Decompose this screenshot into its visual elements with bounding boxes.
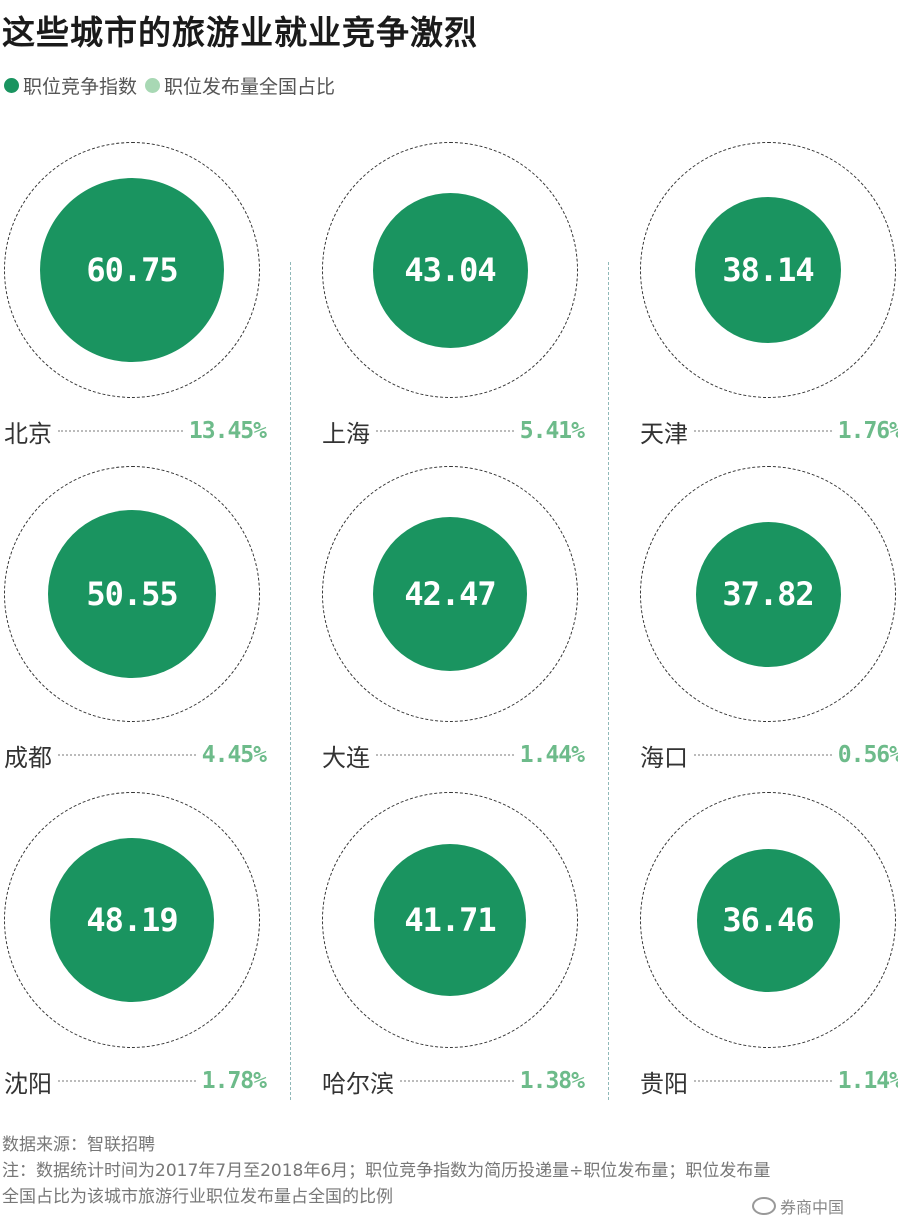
legend-item-index: 职位竞争指数	[4, 72, 137, 99]
wechat-icon	[752, 1197, 776, 1215]
bubble-outline	[322, 466, 578, 722]
bubble-outline	[640, 466, 896, 722]
bubble-outline	[640, 142, 896, 398]
index-bubble: 41.71	[374, 844, 526, 996]
bubble-outline	[322, 792, 578, 1048]
index-bubble: 36.46	[696, 848, 840, 992]
share-value: 1.14%	[837, 1068, 898, 1094]
watermark: 券商中国	[752, 1194, 844, 1218]
share-value: 13.45%	[188, 418, 267, 444]
dotted-leader	[400, 1080, 514, 1082]
index-bubble: 43.04	[372, 192, 528, 348]
city-label-row: 贵阳 1.14%	[640, 1066, 898, 1098]
city-cell: 50.55 成都 4.45%	[4, 466, 267, 790]
city-label-row: 哈尔滨 1.38%	[322, 1066, 585, 1098]
legend-item-share: 职位发布量全国占比	[145, 72, 335, 99]
legend-swatch-index	[4, 78, 19, 93]
city-name: 沈阳	[4, 1069, 52, 1098]
legend-label-index: 职位竞争指数	[23, 76, 138, 98]
city-label-row: 沈阳 1.78%	[4, 1066, 267, 1098]
index-bubble: 37.82	[695, 521, 841, 667]
dotted-leader	[376, 754, 514, 756]
dotted-leader	[58, 754, 196, 756]
column-divider-2	[608, 262, 609, 1100]
index-bubble: 38.14	[695, 197, 841, 343]
city-name: 贵阳	[640, 1069, 688, 1098]
method-note-line-1: 注：数据统计时间为2017年7月至2018年6月；职位竞争指数为简历投递量÷职位…	[2, 1161, 771, 1181]
city-name: 大连	[322, 743, 370, 772]
dotted-leader	[376, 430, 514, 432]
share-value: 1.44%	[519, 742, 585, 768]
city-name: 北京	[4, 419, 52, 448]
legend-label-share: 职位发布量全国占比	[164, 76, 336, 98]
dotted-leader	[694, 754, 832, 756]
dotted-leader	[58, 1080, 196, 1082]
share-value: 1.38%	[519, 1068, 585, 1094]
source-note: 数据来源：智联招聘	[2, 1135, 155, 1155]
chart-title: 这些城市的旅游业就业竞争激烈	[2, 13, 478, 52]
city-name: 哈尔滨	[322, 1069, 394, 1098]
city-cell: 36.46 贵阳 1.14%	[640, 792, 898, 1116]
city-label-row: 大连 1.44%	[322, 740, 585, 772]
share-value: 1.78%	[201, 1068, 267, 1094]
bubble-outline	[4, 142, 260, 398]
legend-swatch-share	[145, 78, 161, 93]
watermark-text: 券商中国	[780, 1198, 845, 1217]
dotted-leader	[694, 1080, 832, 1082]
city-name: 上海	[322, 419, 370, 448]
index-bubble: 42.47	[373, 517, 527, 671]
legend: 职位竞争指数 职位发布量全国占比	[4, 72, 343, 99]
city-label-row: 天津 1.76%	[640, 416, 898, 448]
city-name: 海口	[640, 743, 688, 772]
index-bubble: 50.55	[48, 510, 216, 678]
city-cell: 38.14 天津 1.76%	[640, 142, 898, 466]
city-cell: 60.75 北京 13.45%	[4, 142, 267, 466]
city-cell: 41.71 哈尔滨 1.38%	[322, 792, 585, 1116]
column-divider-1	[290, 262, 291, 1100]
bubble-outline	[322, 142, 578, 398]
city-cell: 42.47 大连 1.44%	[322, 466, 585, 790]
index-bubble: 60.75	[40, 178, 224, 362]
index-bubble: 48.19	[50, 838, 214, 1002]
share-value: 1.76%	[837, 418, 898, 444]
footer: 数据来源：智联招聘 注：数据统计时间为2017年7月至2018年6月；职位竞争指…	[2, 1132, 770, 1210]
bubble-outline	[640, 792, 896, 1048]
bubble-outline	[4, 792, 260, 1048]
city-label-row: 成都 4.45%	[4, 740, 267, 772]
share-value: 5.41%	[519, 418, 585, 444]
share-value: 0.56%	[837, 742, 898, 768]
dotted-leader	[694, 430, 832, 432]
share-value: 4.45%	[201, 742, 267, 768]
city-label-row: 海口 0.56%	[640, 740, 898, 772]
bubble-outline	[4, 466, 260, 722]
city-label-row: 上海 5.41%	[322, 416, 585, 448]
city-name: 天津	[640, 419, 688, 448]
city-cell: 43.04 上海 5.41%	[322, 142, 585, 466]
method-note-line-2: 全国占比为该城市旅游行业职位发布量占全国的比例	[2, 1187, 393, 1207]
city-cell: 37.82 海口 0.56%	[640, 466, 898, 790]
city-label-row: 北京 13.45%	[4, 416, 267, 448]
city-name: 成都	[4, 743, 52, 772]
dotted-leader	[58, 430, 183, 432]
city-cell: 48.19 沈阳 1.78%	[4, 792, 267, 1116]
